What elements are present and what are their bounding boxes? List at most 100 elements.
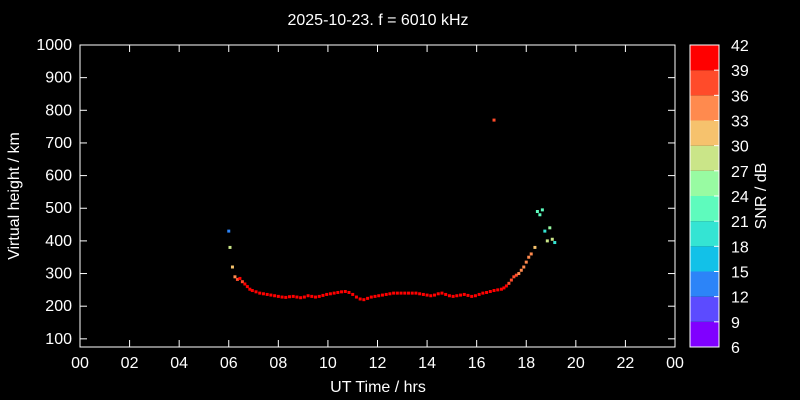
y-tick-label: 800: [45, 102, 72, 119]
data-point: [343, 289, 347, 293]
data-point: [553, 241, 557, 245]
data-point: [488, 289, 492, 293]
colorbar-tick-label: 15: [731, 265, 749, 282]
data-point: [310, 294, 314, 298]
data-point: [238, 276, 242, 280]
colorbar-tick-label: 12: [731, 290, 749, 307]
data-point: [287, 295, 291, 299]
colorbar-tick-label: 39: [731, 63, 749, 80]
data-point: [392, 291, 396, 295]
data-point: [325, 292, 329, 296]
data-point: [436, 292, 440, 296]
data-point: [509, 278, 513, 282]
data-point: [466, 293, 470, 297]
data-point: [550, 237, 554, 241]
data-point: [524, 260, 528, 264]
data-point: [265, 292, 269, 296]
data-point: [473, 294, 477, 298]
colorbar-label: SNR / dB: [753, 163, 770, 230]
data-point: [519, 268, 523, 272]
x-axis: 00 02 04 06 08 10 12 14 16 18 20 22 00: [71, 45, 684, 372]
data-point: [295, 295, 299, 299]
colorbar-segment: [690, 95, 719, 121]
x-tick-label: 00: [666, 355, 684, 372]
colorbar-tick-label: 24: [731, 189, 749, 206]
x-tick-label: 16: [468, 355, 486, 372]
y-axis: 100 200 300 400 500 600 700 800 900 1000: [36, 37, 675, 348]
data-point: [414, 291, 418, 295]
data-point: [543, 229, 547, 233]
data-point: [314, 295, 318, 299]
data-point: [410, 291, 414, 295]
data-point: [332, 291, 336, 295]
colorbar-segment: [690, 221, 719, 247]
data-point: [514, 273, 518, 277]
data-point: [388, 292, 392, 296]
x-tick-label: 14: [418, 355, 436, 372]
data-point: [507, 281, 511, 285]
data-point: [492, 118, 496, 122]
colorbar-tick-label: 21: [731, 214, 749, 231]
data-point: [291, 294, 295, 298]
data-point: [418, 292, 422, 296]
colorbar-tick-label: 18: [731, 239, 749, 256]
y-tick-label: 300: [45, 266, 72, 283]
data-point: [351, 292, 355, 296]
data-point: [512, 275, 516, 279]
data-point: [261, 292, 265, 296]
x-axis-label: UT Time / hrs: [330, 379, 426, 396]
data-point: [306, 294, 310, 298]
y-tick-label: 600: [45, 168, 72, 185]
data-point: [284, 295, 288, 299]
data-point: [235, 277, 239, 281]
data-point: [227, 229, 231, 233]
data-point: [406, 291, 410, 295]
data-point: [529, 252, 533, 256]
data-point: [545, 239, 549, 243]
data-point: [496, 288, 500, 292]
colorbar-segment: [690, 70, 719, 96]
data-point: [538, 213, 542, 217]
data-point: [459, 293, 463, 297]
colorbar-segment: [690, 321, 719, 347]
data-point: [250, 289, 254, 293]
data-point: [502, 286, 506, 290]
x-tick-label: 06: [220, 355, 238, 372]
data-point: [455, 294, 459, 298]
data-point: [354, 295, 358, 299]
colorbar-segment: [690, 196, 719, 222]
data-point: [317, 294, 321, 298]
x-tick-label: 12: [369, 355, 387, 372]
data-point: [477, 292, 481, 296]
data-point: [535, 210, 539, 214]
data-point: [451, 294, 455, 298]
data-point: [444, 292, 448, 296]
data-point: [362, 298, 366, 302]
x-tick-label: 20: [567, 355, 585, 372]
colorbar-segment: [690, 120, 719, 146]
data-point: [276, 294, 280, 298]
data-point: [517, 272, 521, 276]
y-tick-label: 1000: [36, 37, 72, 54]
data-point: [369, 295, 373, 299]
data-point: [470, 294, 474, 298]
data-point: [504, 284, 508, 288]
y-tick-label: 400: [45, 233, 72, 250]
data-point: [258, 291, 262, 295]
data-point: [429, 294, 433, 298]
data-point: [366, 296, 370, 300]
colorbar-tick-label: 33: [731, 114, 749, 131]
data-point: [403, 291, 407, 295]
data-point: [233, 275, 237, 279]
colorbar-segment: [690, 296, 719, 322]
colorbar-tick-label: 27: [731, 164, 749, 181]
x-tick-label: 08: [269, 355, 287, 372]
data-point: [380, 293, 384, 297]
y-tick-label: 100: [45, 331, 72, 348]
data-point: [548, 226, 552, 230]
data-point: [245, 285, 249, 289]
colorbar-tick-label: 36: [731, 88, 749, 105]
data-point: [336, 290, 340, 294]
x-tick-label: 22: [617, 355, 635, 372]
colorbar-segment: [690, 246, 719, 272]
